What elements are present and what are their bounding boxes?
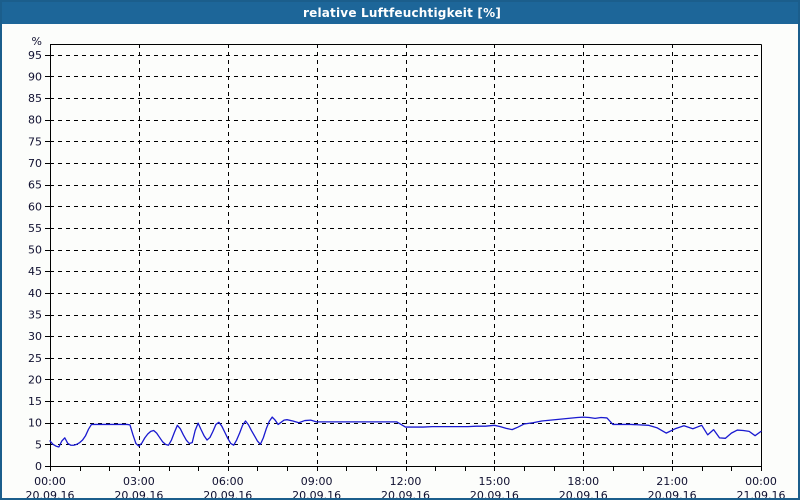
horizontal-gridlines xyxy=(50,55,761,445)
chart-plot-container: 0 5 10 15 20 25 30 35 40 45 50 55 60 65 70 75 80 85 90 95 0… xyxy=(2,24,798,498)
x-axis-time-label-3: 03:00 xyxy=(123,475,155,488)
x-axis-date-label-15: 20.09.16 xyxy=(470,489,519,498)
axis-lines xyxy=(50,44,762,467)
y-axis-label-30: 30 xyxy=(28,330,42,343)
x-axis-date-label-0: 20.09.16 xyxy=(26,489,75,498)
vertical-gridlines xyxy=(139,44,673,466)
x-axis-time-label-12: 12:00 xyxy=(390,475,422,488)
y-axis-label-25: 25 xyxy=(28,352,42,365)
x-axis-time-label-24: 00:00 xyxy=(745,475,777,488)
x-axis-date-label-6: 20.09.16 xyxy=(203,489,252,498)
x-axis-date-label-24: 21.09.16 xyxy=(737,489,786,498)
x-axis-date-label-21: 20.09.16 xyxy=(648,489,697,498)
humidity-line-chart: 0 5 10 15 20 25 30 35 40 45 50 55 60 65 70 75 80 85 90 95 0… xyxy=(26,35,786,498)
y-axis-label-45: 45 xyxy=(28,265,42,278)
y-axis-label-10: 10 xyxy=(28,417,42,430)
y-axis-label-40: 40 xyxy=(28,287,42,300)
y-axis-label-80: 80 xyxy=(28,114,42,127)
y-axis-label-15: 15 xyxy=(28,395,42,408)
y-axis-label-35: 35 xyxy=(28,309,42,322)
humidity-series-line xyxy=(49,416,762,448)
x-axis-time-label-18: 18:00 xyxy=(567,475,599,488)
y-axis-label-0: 0 xyxy=(35,460,42,473)
y-axis-label-5: 5 xyxy=(35,438,42,451)
x-axis-tick-labels: 00:0020.09.1603:0020.09.1606:0020.09.160… xyxy=(26,475,786,498)
x-axis-date-label-12: 20.09.16 xyxy=(381,489,430,498)
x-axis-time-label-15: 15:00 xyxy=(479,475,511,488)
y-axis-label-75: 75 xyxy=(28,135,42,148)
x-axis-time-label-6: 06:00 xyxy=(212,475,244,488)
y-axis-unit-label: % xyxy=(32,35,42,48)
page-title: relative Luftfeuchtigkeit [%] xyxy=(302,6,502,20)
y-axis-label-55: 55 xyxy=(28,222,42,235)
y-axis-label-70: 70 xyxy=(28,157,42,170)
x-axis-time-label-0: 00:00 xyxy=(34,475,66,488)
y-axis-label-50: 50 xyxy=(28,244,42,257)
y-axis-label-85: 85 xyxy=(28,92,42,105)
x-axis-time-label-21: 21:00 xyxy=(656,475,688,488)
y-axis-label-60: 60 xyxy=(28,200,42,213)
x-axis-date-label-18: 20.09.16 xyxy=(559,489,608,498)
x-axis-date-label-3: 20.09.16 xyxy=(114,489,163,498)
y-axis-label-90: 90 xyxy=(28,70,42,83)
y-axis-label-65: 65 xyxy=(28,179,42,192)
window-title-bar: relative Luftfeuchtigkeit [%] xyxy=(2,2,798,24)
x-axis-date-label-9: 20.09.16 xyxy=(292,489,341,498)
y-axis-tick-labels: 0 5 10 15 20 25 30 35 40 45 50 55 60 65 70 75 80 85 90 95 xyxy=(28,49,42,473)
axis-ticks xyxy=(45,55,762,471)
y-axis-label-95: 95 xyxy=(28,49,42,62)
x-axis-time-label-9: 09:00 xyxy=(301,475,333,488)
y-axis-label-20: 20 xyxy=(28,373,42,386)
